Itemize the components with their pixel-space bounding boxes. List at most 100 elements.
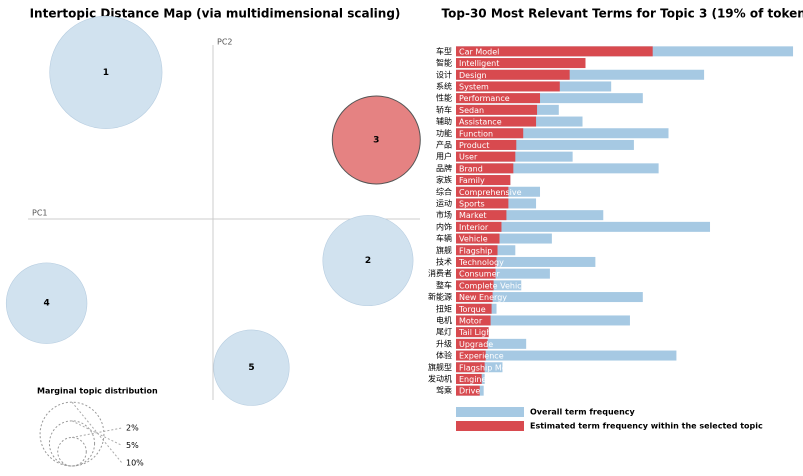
term-label: Function: [459, 129, 493, 138]
size-legend-leader: [71, 427, 123, 438]
scatter-title: Intertopic Distance Map (via multidimens…: [30, 7, 401, 21]
topic-bar: [456, 58, 586, 69]
legend-label: Overall term frequency: [530, 408, 636, 417]
overall-bar: [456, 292, 643, 303]
topic-bar: [456, 175, 511, 186]
overall-bar: [456, 69, 705, 80]
topic-bar: [456, 93, 541, 104]
term-category: 用户: [436, 151, 452, 161]
term-category: 性能: [436, 93, 452, 103]
term-label: Experience: [459, 352, 504, 361]
topic-bar: [456, 303, 492, 314]
term-label: Performance: [459, 94, 510, 103]
size-legend-label: 2%: [126, 424, 139, 433]
topic-bubble: [213, 329, 290, 406]
topic-label: 4: [43, 299, 49, 309]
term-label: Engine: [459, 375, 486, 384]
term-label: Sports: [459, 199, 485, 208]
topic-bar: [456, 139, 517, 150]
size-legend-leader: [71, 401, 123, 464]
term-category: 辅助: [436, 116, 452, 126]
topic-label: 2: [365, 256, 371, 266]
term-label: Comprehensive: [459, 188, 522, 197]
size-legend-title: Marginal topic distribution: [37, 387, 158, 396]
term-category: 电机: [436, 315, 452, 325]
term-label: Flagship Model: [459, 363, 519, 372]
term-category: 体验: [436, 350, 452, 360]
term-label: Intelligent: [459, 59, 499, 68]
size-legend-label: 10%: [126, 459, 144, 468]
overall-bar: [456, 163, 659, 174]
size-legend-circle: [57, 436, 87, 467]
overall-bar: [456, 350, 677, 361]
term-label: Flagship: [459, 246, 492, 255]
size-legend-label: 5%: [126, 441, 139, 450]
topic-label: 1: [103, 68, 109, 78]
topic-bar: [456, 104, 538, 115]
term-category: 消费者: [428, 268, 452, 278]
topic-bar: [456, 210, 507, 221]
term-label: New Energy: [459, 293, 507, 302]
topic-bar: [456, 362, 485, 373]
term-label: Drive: [459, 387, 480, 396]
topic-bar: [456, 280, 494, 291]
size-legend-circle: [48, 420, 96, 467]
term-category: 扭矩: [436, 303, 452, 313]
term-category: 新能源: [428, 292, 452, 302]
term-category: 升级: [436, 338, 452, 348]
topic-bar: [456, 163, 514, 174]
topic-bar: [456, 186, 509, 197]
term-label: Interior: [459, 223, 489, 232]
term-category: 设计: [436, 69, 452, 79]
y-axis-label: PC2: [217, 38, 233, 47]
topic-bar: [456, 350, 486, 361]
term-label: Sedan: [459, 106, 484, 115]
topic-bar: [456, 128, 524, 139]
term-category: 品牌: [436, 163, 452, 173]
term-category: 综合: [436, 186, 452, 196]
term-label: Assistance: [459, 118, 502, 127]
topic-bar: [456, 81, 560, 92]
topic-bar: [456, 256, 497, 267]
term-label: Market: [459, 211, 487, 220]
term-category: 功能: [436, 128, 452, 138]
term-label: Product: [459, 141, 489, 150]
term-category: 智能: [436, 58, 452, 68]
term-category: 发动机: [428, 373, 452, 383]
overall-bar: [456, 233, 552, 244]
topic-bar: [456, 373, 482, 384]
term-category: 系统: [436, 81, 452, 91]
topic-bar: [456, 151, 516, 162]
term-label: User: [459, 153, 478, 162]
overall-bar: [456, 210, 604, 221]
topic-bar: [456, 116, 537, 127]
topic-bar: [456, 46, 653, 57]
term-label: System: [459, 82, 489, 91]
topic-bar: [456, 245, 498, 256]
term-category: 家族: [436, 175, 452, 185]
topic-bubble: [322, 215, 414, 307]
term-category: 车辆: [436, 233, 452, 243]
legend-swatch: [456, 407, 524, 417]
term-category: 产品: [436, 139, 452, 149]
topic-bar: [456, 315, 491, 326]
x-axis-label: PC1: [32, 209, 48, 218]
term-category: 车型: [436, 46, 452, 56]
term-label: Design: [459, 71, 487, 80]
term-label: Tail Light: [458, 328, 494, 337]
term-category: 轿车: [436, 104, 452, 114]
overall-bar: [456, 139, 634, 150]
term-category: 旗舰型: [428, 362, 452, 372]
topic-bubble: [5, 262, 88, 344]
term-label: Car Model: [459, 47, 499, 56]
term-label: Complete Vehicle: [459, 281, 529, 290]
topic-label: 5: [248, 363, 254, 373]
bar-title: Top-30 Most Relevant Terms for Topic 3 (…: [442, 7, 803, 21]
topic-bubble: [331, 95, 421, 185]
size-legend-circle: [39, 401, 105, 467]
overall-bar: [456, 268, 550, 279]
term-category: 尾灯: [436, 327, 452, 337]
legend-swatch: [456, 421, 524, 431]
topic-bar: [456, 233, 500, 244]
